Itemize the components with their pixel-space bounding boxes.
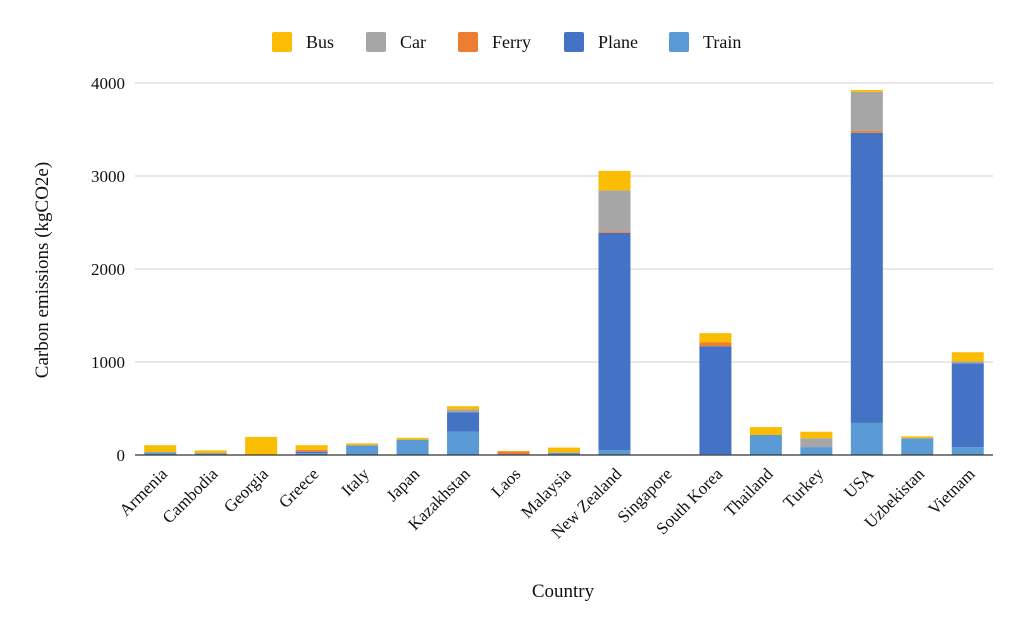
legend: Bus Car Ferry Plane Train bbox=[272, 32, 741, 52]
x-tick-label: Vietnam bbox=[924, 464, 978, 518]
x-tick-label: Laos bbox=[488, 464, 525, 501]
y-tick-label: 2000 bbox=[91, 260, 125, 279]
bar-segment-bus bbox=[447, 406, 480, 410]
bar-segment-plane bbox=[951, 363, 984, 448]
bar-segment-train bbox=[749, 435, 782, 455]
bar-segment-train bbox=[295, 453, 328, 455]
bar-segment-bus bbox=[800, 431, 833, 439]
bar-segment-bus bbox=[749, 427, 782, 436]
legend-swatch-car bbox=[366, 32, 386, 52]
legend-label: Car bbox=[400, 32, 426, 52]
x-tick-label: Japan bbox=[383, 464, 424, 505]
bar-segment-ferry bbox=[295, 449, 328, 452]
legend-swatch-plane bbox=[564, 32, 584, 52]
bar-segment-train bbox=[346, 445, 379, 455]
y-tick-label: 3000 bbox=[91, 167, 125, 186]
bar-segment-car bbox=[850, 91, 883, 131]
bar-segment-bus bbox=[699, 333, 732, 343]
y-axis-ticks: 0 1000 2000 3000 4000 bbox=[91, 74, 125, 465]
y-tick-label: 4000 bbox=[91, 74, 125, 93]
bar-segment-plane bbox=[447, 412, 480, 432]
bar-segment-bus bbox=[901, 436, 934, 439]
bar-segment-bus bbox=[245, 436, 278, 455]
bar-segment-train bbox=[850, 422, 883, 455]
bar-segment-car bbox=[951, 361, 984, 364]
bar-segment-train bbox=[548, 452, 580, 455]
bar-segment-bus bbox=[951, 352, 984, 362]
y-axis-title: Carbon emissions (kgCO2e) bbox=[32, 162, 53, 378]
bar-segment-bus bbox=[194, 450, 227, 454]
bar-segment-bus bbox=[850, 89, 883, 92]
legend-label: Train bbox=[703, 32, 741, 52]
legend-label: Bus bbox=[306, 32, 334, 52]
legend-swatch-bus bbox=[272, 32, 292, 52]
bar-segment-plane bbox=[850, 132, 883, 423]
bar-segment-plane bbox=[598, 232, 631, 451]
legend-swatch-ferry bbox=[458, 32, 478, 52]
x-tick-label: Georgia bbox=[220, 464, 272, 516]
legend-swatch-train bbox=[669, 32, 689, 52]
bar-segment-train bbox=[194, 453, 227, 455]
x-tick-label: Turkey bbox=[779, 464, 827, 512]
gridlines bbox=[135, 82, 993, 363]
bar-segment-plane bbox=[295, 451, 328, 454]
bar-segment-train bbox=[396, 439, 429, 455]
bar-segment-bus bbox=[598, 170, 631, 191]
x-tick-label: Italy bbox=[337, 464, 373, 500]
bar-segment-ferry bbox=[850, 130, 883, 133]
y-tick-label: 1000 bbox=[91, 353, 125, 372]
bar-segment-train bbox=[901, 438, 934, 455]
y-tick-label: 0 bbox=[117, 446, 126, 465]
bar-segment-train bbox=[951, 447, 984, 455]
bar-segment-car bbox=[447, 409, 480, 413]
bar-segment-ferry bbox=[699, 342, 732, 347]
legend-label: Plane bbox=[598, 32, 638, 52]
bar-segment-bus bbox=[346, 443, 379, 446]
bar-segment-train bbox=[144, 452, 177, 455]
x-axis-title: Country bbox=[532, 581, 595, 602]
bar-segment-plane bbox=[699, 346, 732, 455]
bar-segment-bus bbox=[396, 437, 429, 440]
bar-segment-ferry bbox=[497, 451, 530, 455]
x-tick-label: Cambodia bbox=[159, 464, 222, 527]
x-tick-label: USA bbox=[840, 464, 878, 502]
bar-segment-car bbox=[598, 190, 631, 232]
legend-label: Ferry bbox=[492, 32, 531, 52]
bar-segment-train bbox=[800, 447, 833, 455]
x-tick-label: Thailand bbox=[721, 464, 778, 521]
x-tick-label: Greece bbox=[275, 464, 322, 511]
bar-segment-train bbox=[598, 450, 631, 455]
bar-segment-bus bbox=[548, 447, 580, 453]
bars bbox=[144, 89, 984, 455]
bar-segment-train bbox=[447, 431, 480, 455]
bar-segment-bus bbox=[295, 445, 328, 450]
bar-segment-bus bbox=[144, 445, 177, 453]
bar-segment-ferry bbox=[598, 231, 631, 233]
bar-segment-car bbox=[800, 438, 833, 448]
